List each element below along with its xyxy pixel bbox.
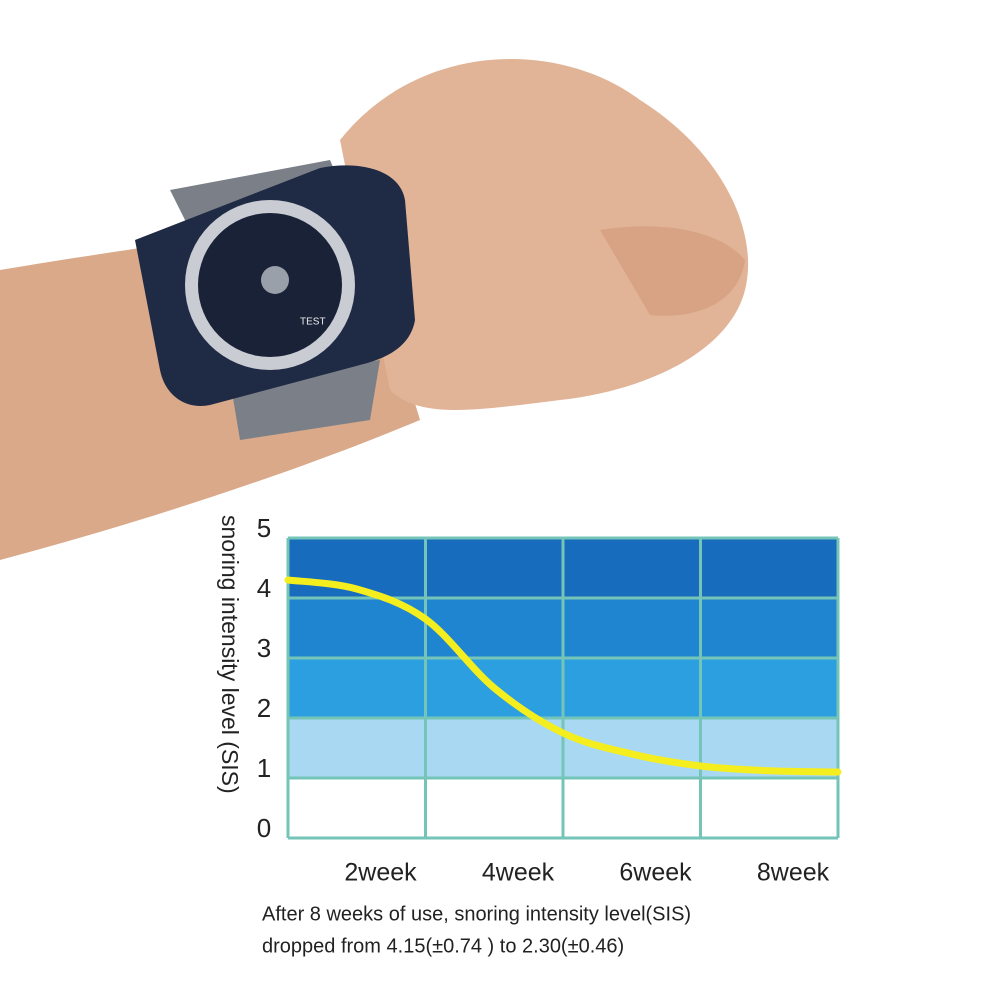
x-tick-label: 6week: [619, 859, 692, 887]
y-tick-label: 1: [257, 753, 271, 783]
y-axis-label: snoring intensity level (SIS): [217, 515, 243, 794]
line: [284, 576, 842, 776]
y-tick-label: 4: [257, 573, 271, 603]
product-photo: TEST: [0, 59, 749, 560]
y-tick-label: 0: [257, 813, 271, 843]
caption-line: dropped from 4.15(±0.74 ) to 2.30(±0.46): [262, 935, 624, 957]
x-tick-label: 4week: [482, 859, 555, 887]
y-tick-label: 5: [257, 513, 271, 543]
caption-line: After 8 weeks of use, snoring intensity …: [262, 903, 691, 925]
x-tick-label: 2week: [344, 859, 417, 887]
y-tick-label: 3: [257, 633, 271, 663]
svg-text:TEST: TEST: [300, 317, 326, 328]
x-tick-label: 8week: [757, 859, 830, 887]
y-tick-label: 2: [257, 693, 271, 723]
